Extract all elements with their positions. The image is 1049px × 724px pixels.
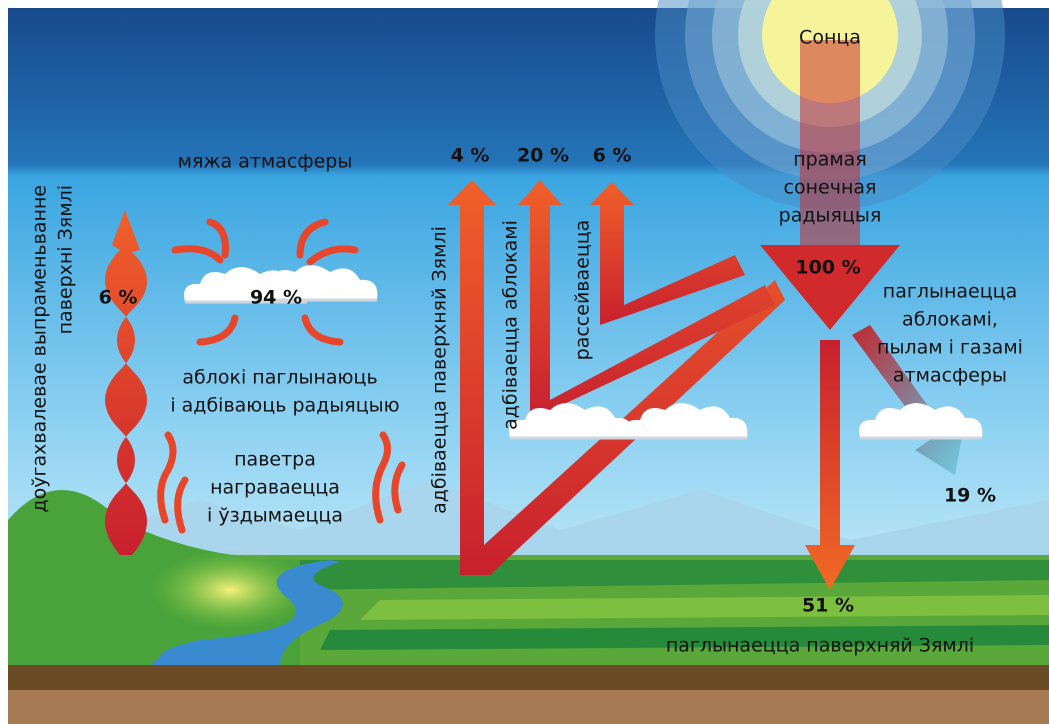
clouds-label: аблокі паглынаюць [182, 367, 377, 389]
atmosphere-label: пылам і газамі [877, 337, 1023, 359]
reflect-surface-percent: 4 % [451, 145, 490, 167]
arrow-reflect-surface [448, 180, 785, 575]
direct-percent: 100 % [795, 257, 860, 279]
reflect-clouds-percent: 20 % [517, 145, 569, 167]
arrow-reflect-clouds [518, 180, 775, 420]
air-label: награваецца [210, 477, 340, 499]
arrows [105, 40, 965, 590]
atmosphere-percent: 19 % [944, 485, 996, 507]
clouds-percent: 94 % [250, 287, 302, 309]
direct-label: сонечная [784, 177, 877, 199]
arrow-surface [805, 340, 855, 590]
atmosphere-label: атмасферы [893, 365, 1007, 387]
air-label: і ўздымаецца [207, 505, 343, 527]
arrow-longwave [105, 210, 147, 555]
scatter-label: рассейваецца [572, 220, 594, 361]
clouds-label: і адбіваюць радыяцыю [170, 395, 399, 417]
reflect-surface-label: адбіваецца паверхняй Зямлі [429, 226, 451, 514]
longwave-percent: 6 % [99, 287, 138, 309]
surface-percent: 51 % [802, 595, 854, 617]
ground [8, 490, 1049, 724]
longwave-label: паверхні Зямлі [55, 185, 77, 334]
surface-label: паглынаецца паверхняй Зямлі [666, 635, 974, 657]
atmosphere-label: аблокамі, [902, 309, 998, 331]
reflect-clouds-label: адбіваецца аблокамі [500, 220, 522, 430]
atmosphere-label: паглынаецца [883, 281, 1017, 303]
air-label: паветра [234, 449, 316, 471]
direct-label: прамая [793, 149, 867, 171]
arrow-direct [760, 245, 900, 330]
direct-label: радыяцыя [779, 205, 882, 227]
atmosphere-edge: мяжа атмасферы [178, 151, 353, 173]
arrow-scatter [590, 182, 745, 325]
longwave-label: доўгахвалевае выпраменьванне [29, 185, 51, 512]
sun-label: Сонца [799, 27, 861, 49]
scatter-percent: 6 % [593, 145, 632, 167]
